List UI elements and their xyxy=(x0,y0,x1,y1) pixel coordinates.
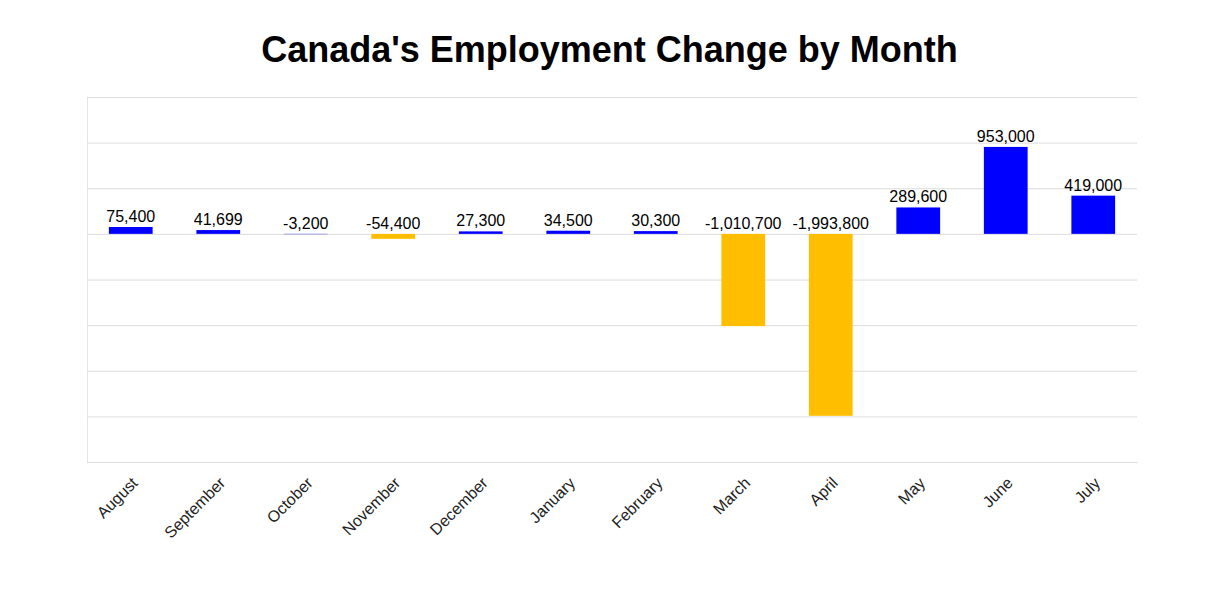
bar xyxy=(896,207,940,233)
data-label: 75,400 xyxy=(106,208,155,225)
grid-line xyxy=(87,371,1137,372)
bar xyxy=(109,227,153,234)
y-tick xyxy=(87,371,1137,372)
data-label: -1,010,700 xyxy=(705,215,782,232)
bar xyxy=(371,234,415,239)
bar xyxy=(459,231,503,233)
x-tick: May xyxy=(895,474,928,507)
x-tick: October xyxy=(264,474,317,527)
bar xyxy=(1071,196,1115,234)
bar xyxy=(284,233,328,234)
bar xyxy=(721,234,765,326)
data-label: 419,000 xyxy=(1064,177,1122,194)
y-tick xyxy=(87,325,1137,326)
x-tick-label: June xyxy=(979,474,1016,511)
x-tick: July xyxy=(1071,474,1103,506)
y-tick xyxy=(87,462,1137,463)
title: Canada's Employment Change by Month xyxy=(261,29,958,70)
chart: Canada's Employment Change by Month Augus… xyxy=(0,0,1219,610)
data-label: -3,200 xyxy=(283,215,328,232)
data-label: 289,600 xyxy=(889,188,947,205)
grid-line xyxy=(87,416,1137,417)
grid-line xyxy=(87,280,1137,281)
bar xyxy=(196,230,240,234)
x-tick-label: October xyxy=(264,474,317,527)
y-tick xyxy=(87,280,1137,281)
x-tick: September xyxy=(161,474,229,542)
x-tick: March xyxy=(710,474,753,517)
x-tick-label: March xyxy=(710,474,753,517)
grid-line xyxy=(87,325,1137,326)
grid-line xyxy=(87,234,1137,235)
x-tick: January xyxy=(526,474,578,526)
x-tick-label: November xyxy=(339,474,404,539)
x-tick: December xyxy=(427,474,492,539)
x-tick: February xyxy=(609,474,666,531)
data-label: 34,500 xyxy=(544,212,593,229)
x-tick: June xyxy=(979,474,1016,511)
y-tick xyxy=(87,234,1137,235)
y-axis xyxy=(87,98,1137,463)
data-label: 30,300 xyxy=(631,212,680,229)
x-tick-label: February xyxy=(609,474,666,531)
y-axis-line xyxy=(88,98,1138,463)
x-tick-label: May xyxy=(895,474,928,507)
bar xyxy=(984,147,1028,234)
x-tick-label: December xyxy=(427,474,492,539)
x-tick-label: August xyxy=(94,474,142,522)
bars xyxy=(109,147,1115,416)
bar xyxy=(634,231,678,234)
x-tick: August xyxy=(94,474,142,522)
data-label: 27,300 xyxy=(456,212,505,229)
x-axis: August September October November December Ja… xyxy=(88,463,1138,542)
grid-line xyxy=(87,188,1137,189)
y-tick xyxy=(87,188,1137,189)
x-tick-label: April xyxy=(806,474,841,509)
x-tick: November xyxy=(339,474,404,539)
data-label: -1,993,800 xyxy=(792,215,869,232)
x-tick-label: January xyxy=(526,474,578,526)
grid-line xyxy=(87,97,1137,98)
data-label: 41,699 xyxy=(194,211,243,228)
x-tick-label: September xyxy=(161,474,229,542)
x-tick-label: July xyxy=(1071,474,1103,506)
y-tick xyxy=(87,416,1137,417)
bar xyxy=(546,231,590,234)
bar xyxy=(809,234,853,416)
grid-line xyxy=(87,462,1137,463)
y-tick xyxy=(87,97,1137,98)
data-label: 953,000 xyxy=(977,128,1035,145)
data-label: -54,400 xyxy=(366,215,420,232)
x-tick: April xyxy=(806,474,841,509)
x-axis-line xyxy=(88,462,1138,463)
data-labels: 75,400 41,699 -3,200 -54,400 27,300 34,500 30,… xyxy=(106,128,1122,232)
